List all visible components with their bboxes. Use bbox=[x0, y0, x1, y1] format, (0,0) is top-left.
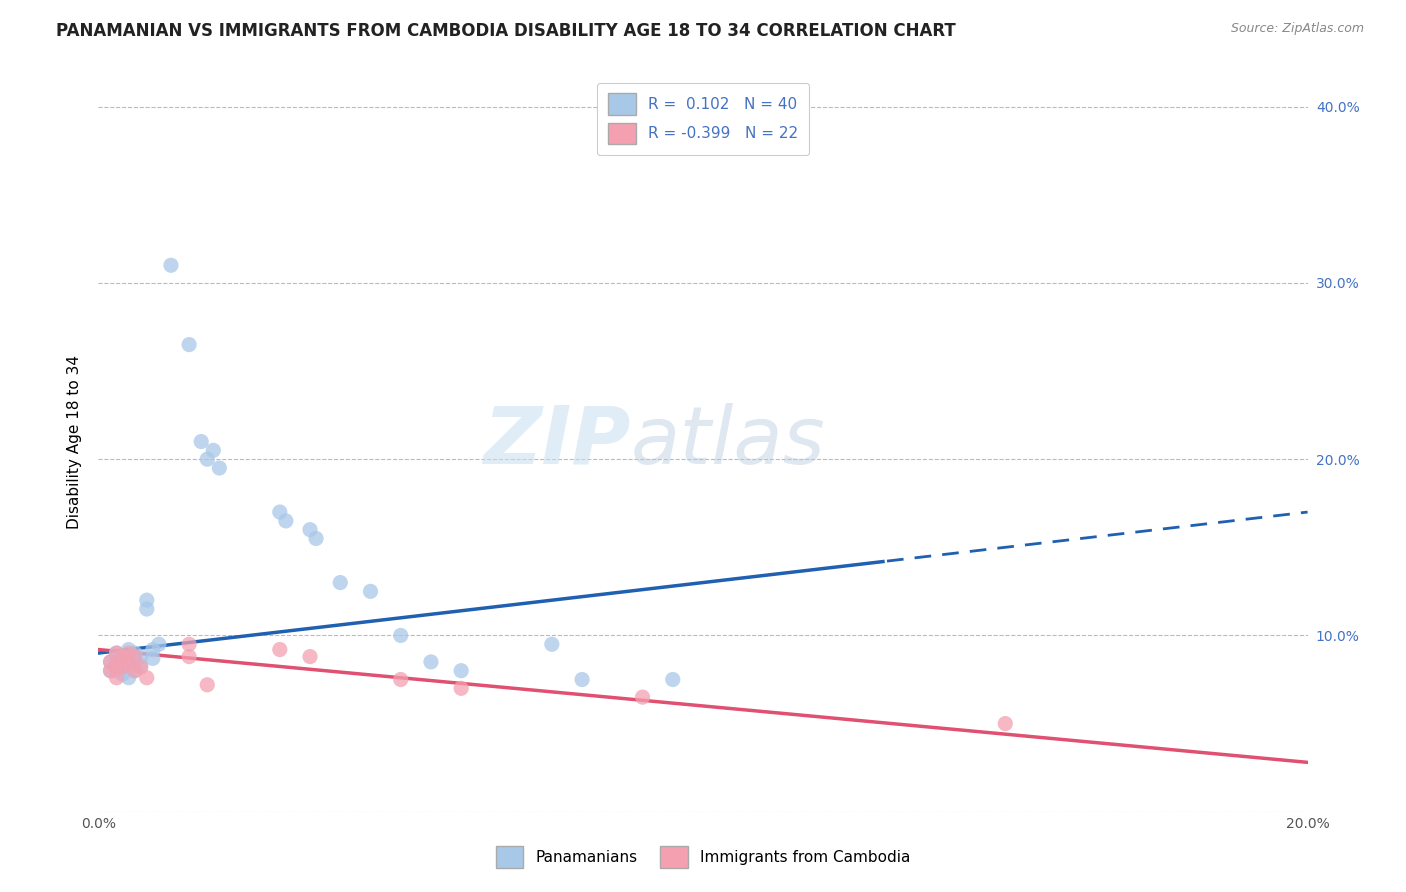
Point bbox=[142, 651, 165, 665]
Point bbox=[329, 575, 352, 590]
Point bbox=[179, 637, 201, 651]
Point bbox=[631, 690, 654, 705]
Point bbox=[124, 664, 146, 678]
Point bbox=[299, 649, 322, 664]
Point bbox=[179, 337, 201, 351]
Point bbox=[135, 593, 157, 607]
Point bbox=[994, 716, 1017, 731]
Point bbox=[269, 642, 291, 657]
Point bbox=[274, 514, 297, 528]
Point bbox=[124, 655, 146, 669]
Point bbox=[129, 660, 152, 674]
Point bbox=[111, 649, 134, 664]
Point bbox=[420, 655, 443, 669]
Text: PANAMANIAN VS IMMIGRANTS FROM CAMBODIA DISABILITY AGE 18 TO 34 CORRELATION CHART: PANAMANIAN VS IMMIGRANTS FROM CAMBODIA D… bbox=[56, 22, 956, 40]
Point bbox=[105, 671, 128, 685]
Point bbox=[195, 678, 218, 692]
Text: ZIP: ZIP bbox=[484, 402, 630, 481]
Point bbox=[100, 664, 122, 678]
Point bbox=[160, 258, 183, 272]
Point bbox=[118, 657, 141, 671]
Point bbox=[105, 655, 128, 669]
Point bbox=[129, 658, 152, 673]
Point bbox=[118, 642, 141, 657]
Legend: R =  0.102   N = 40, R = -0.399   N = 22: R = 0.102 N = 40, R = -0.399 N = 22 bbox=[598, 83, 808, 155]
Point bbox=[389, 673, 412, 687]
Point bbox=[661, 673, 683, 687]
Point bbox=[190, 434, 212, 449]
Point bbox=[135, 602, 157, 616]
Point bbox=[129, 649, 152, 664]
Text: Source: ZipAtlas.com: Source: ZipAtlas.com bbox=[1230, 22, 1364, 36]
Point bbox=[540, 637, 562, 651]
Point bbox=[208, 461, 231, 475]
Point bbox=[305, 532, 328, 546]
Point bbox=[389, 628, 412, 642]
Point bbox=[118, 653, 141, 667]
Point bbox=[124, 664, 146, 678]
Point bbox=[360, 584, 382, 599]
Point bbox=[111, 660, 134, 674]
Point bbox=[135, 671, 157, 685]
Legend: Panamanians, Immigrants from Cambodia: Panamanians, Immigrants from Cambodia bbox=[488, 838, 918, 875]
Point bbox=[195, 452, 218, 467]
Point bbox=[299, 523, 322, 537]
Point bbox=[124, 646, 146, 660]
Point bbox=[100, 655, 122, 669]
Y-axis label: Disability Age 18 to 34: Disability Age 18 to 34 bbox=[67, 354, 83, 529]
Point bbox=[105, 646, 128, 660]
Point bbox=[111, 649, 134, 664]
Point bbox=[450, 664, 472, 678]
Point bbox=[118, 646, 141, 660]
Point bbox=[118, 671, 141, 685]
Point bbox=[179, 649, 201, 664]
Point bbox=[118, 660, 141, 674]
Point bbox=[202, 443, 225, 458]
Point bbox=[100, 655, 122, 669]
Point bbox=[142, 642, 165, 657]
Point bbox=[148, 637, 170, 651]
Point bbox=[450, 681, 472, 696]
Point bbox=[105, 660, 128, 674]
Point bbox=[105, 646, 128, 660]
Point bbox=[111, 667, 134, 681]
Point bbox=[571, 673, 593, 687]
Point bbox=[111, 660, 134, 674]
Point bbox=[100, 664, 122, 678]
Text: atlas: atlas bbox=[630, 402, 825, 481]
Point bbox=[105, 664, 128, 678]
Point bbox=[124, 649, 146, 664]
Point bbox=[269, 505, 291, 519]
